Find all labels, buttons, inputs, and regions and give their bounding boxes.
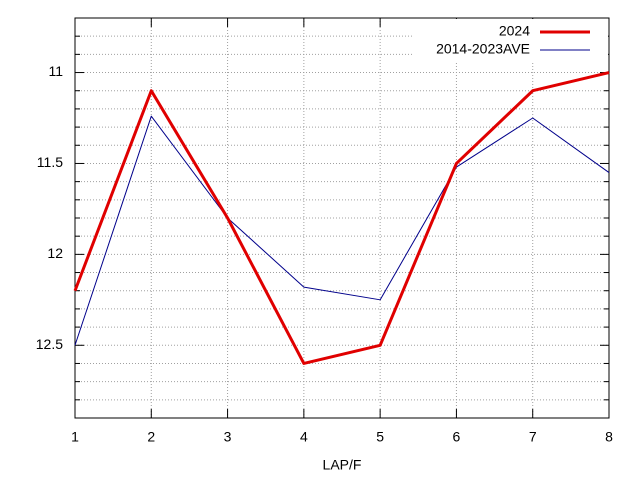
y-tick-label: 11	[48, 63, 63, 79]
x-tick-label: 6	[453, 429, 461, 445]
legend-background	[414, 19, 608, 61]
x-tick-label: 2	[147, 429, 155, 445]
x-tick-label: 3	[224, 429, 232, 445]
x-axis-label: LAP/F	[323, 457, 362, 473]
x-tick-label: 5	[376, 429, 384, 445]
x-tick-label: 8	[605, 429, 613, 445]
y-tick-label: 12	[47, 245, 63, 261]
series-line	[74, 115, 610, 346]
legend-label: 2014-2023AVE	[436, 41, 530, 57]
x-tick-label: 4	[300, 429, 308, 445]
y-tick-label: 11.5	[37, 154, 63, 170]
y-tick-label: 12.5	[36, 336, 63, 352]
x-tick-label: 1	[71, 429, 79, 445]
plot-frame	[74, 17, 610, 419]
series-line	[73, 71, 610, 365]
legend-label: 2024	[499, 23, 530, 39]
x-tick-label: 7	[529, 429, 537, 445]
